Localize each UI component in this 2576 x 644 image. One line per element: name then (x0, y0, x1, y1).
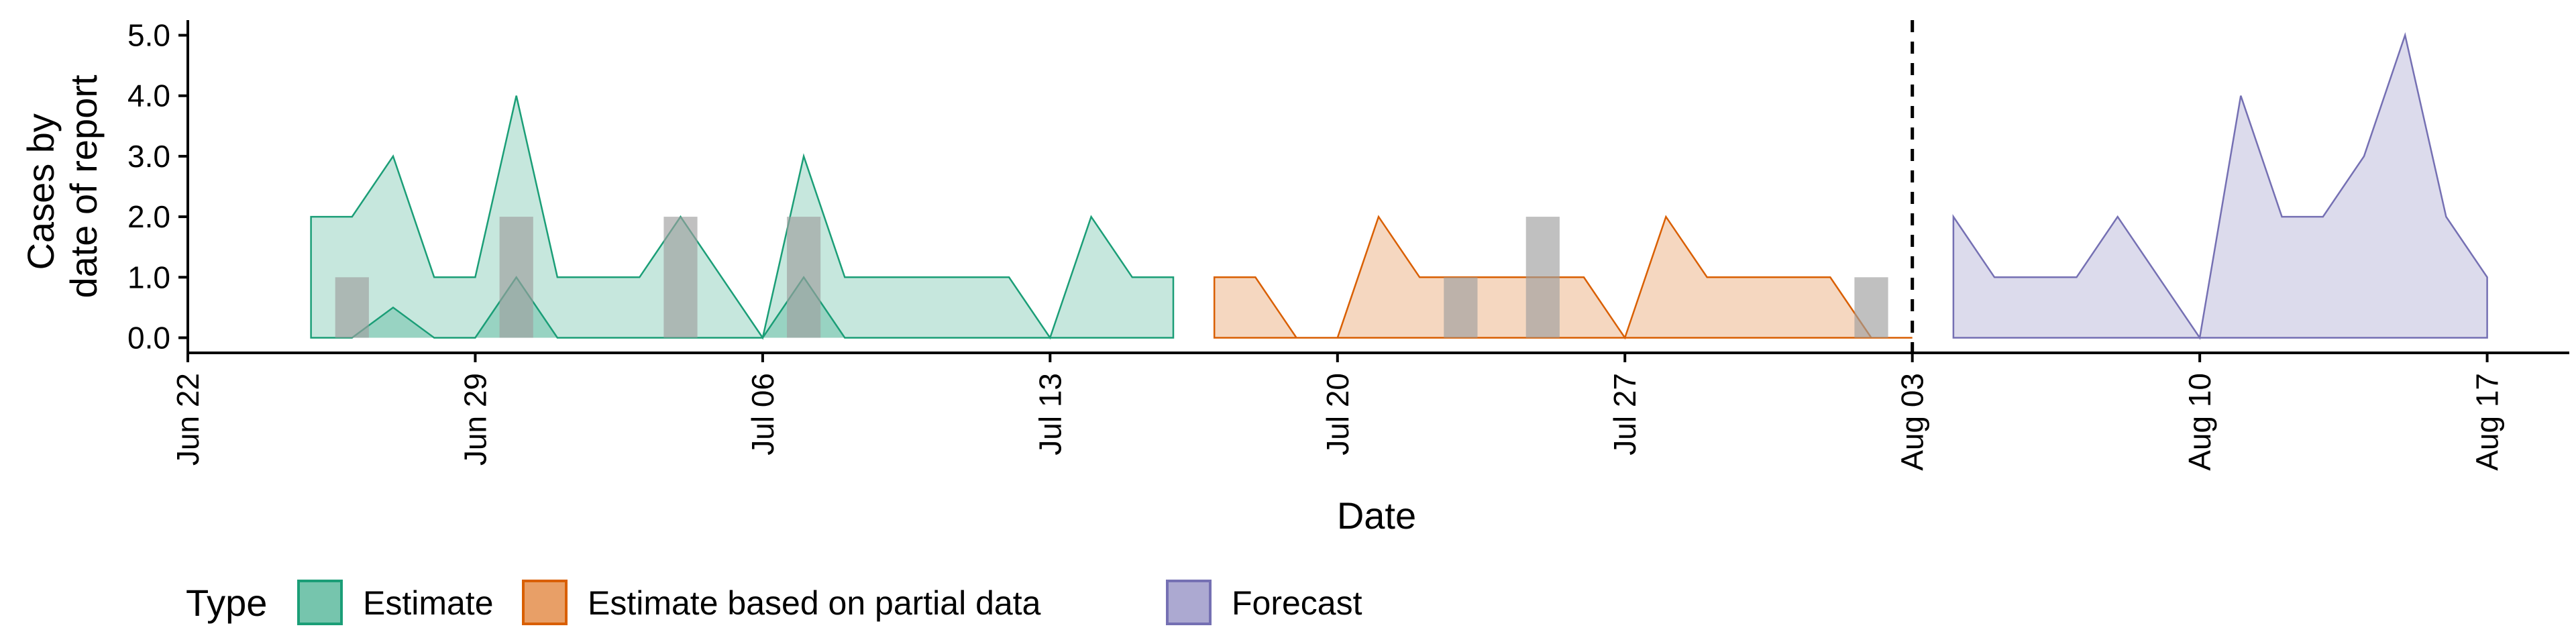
axes-layer (186, 20, 2569, 354)
series-layer (310, 32, 2488, 340)
y-axis-title: Cases by date of report (19, 74, 105, 299)
x-axis-title: Date (1337, 494, 1416, 537)
legend-key-estimate-based-on-partial-data (522, 580, 568, 625)
y-tick-label: 4.0 (127, 78, 170, 113)
x-tick-label: Jul 20 (1320, 373, 1355, 455)
legend-key-estimate (297, 580, 343, 625)
x-tick-label: Jul 13 (1032, 373, 1067, 455)
legend-title: Type (186, 582, 267, 624)
observed-bars-layer (335, 217, 1888, 338)
y-tick-label: 2.0 (127, 199, 170, 234)
y-tick-label: 1.0 (127, 260, 170, 294)
legend-label-estimate-based-on-partial-data: Estimate based on partial data (588, 584, 1041, 622)
x-tick-label: Aug 03 (1895, 373, 1930, 471)
x-tick-label: Jul 06 (745, 373, 780, 455)
observed-bar-6 (1525, 217, 1560, 338)
legend: Type Estimate Estimate based on partial d… (186, 580, 1362, 625)
x-tick-label: Jun 29 (458, 373, 492, 466)
observed-bar-2 (499, 217, 533, 338)
x-tick-label: Jun 22 (170, 373, 205, 466)
ribbon-estimate-based-on-partial-data (1213, 215, 1913, 340)
observed-bar-3 (663, 217, 698, 338)
x-tick-label: Aug 17 (2470, 373, 2505, 471)
y-tick-label: 3.0 (127, 139, 170, 174)
ribbon-forecast (1952, 32, 2488, 340)
y-tick-label: 0.0 (127, 320, 170, 355)
observed-bar-4 (787, 217, 821, 338)
observed-bar-7 (1854, 277, 1888, 338)
y-ticks-layer: 0.0 1.0 2.0 3.0 4.0 5.0 (127, 18, 188, 355)
observed-bar-5 (1444, 277, 1478, 338)
y-axis-title-line-1: Cases by (19, 113, 62, 270)
legend-key-forecast (1166, 580, 1212, 625)
ribbon-estimate (310, 95, 1175, 340)
y-tick-label: 5.0 (127, 18, 170, 53)
legend-label-estimate: Estimate (363, 584, 494, 622)
observed-bar-1 (335, 277, 369, 338)
y-axis-title-line-2: date of report (62, 74, 105, 299)
x-tick-label: Jul 27 (1607, 373, 1642, 455)
x-ticks-layer: Jun 22 Jun 29 Jul 06 Jul 13 Jul 20 Jul 27 Aug … (170, 353, 2505, 471)
legend-label-forecast: Forecast (1232, 584, 1362, 622)
x-tick-label: Aug 10 (2182, 373, 2217, 471)
